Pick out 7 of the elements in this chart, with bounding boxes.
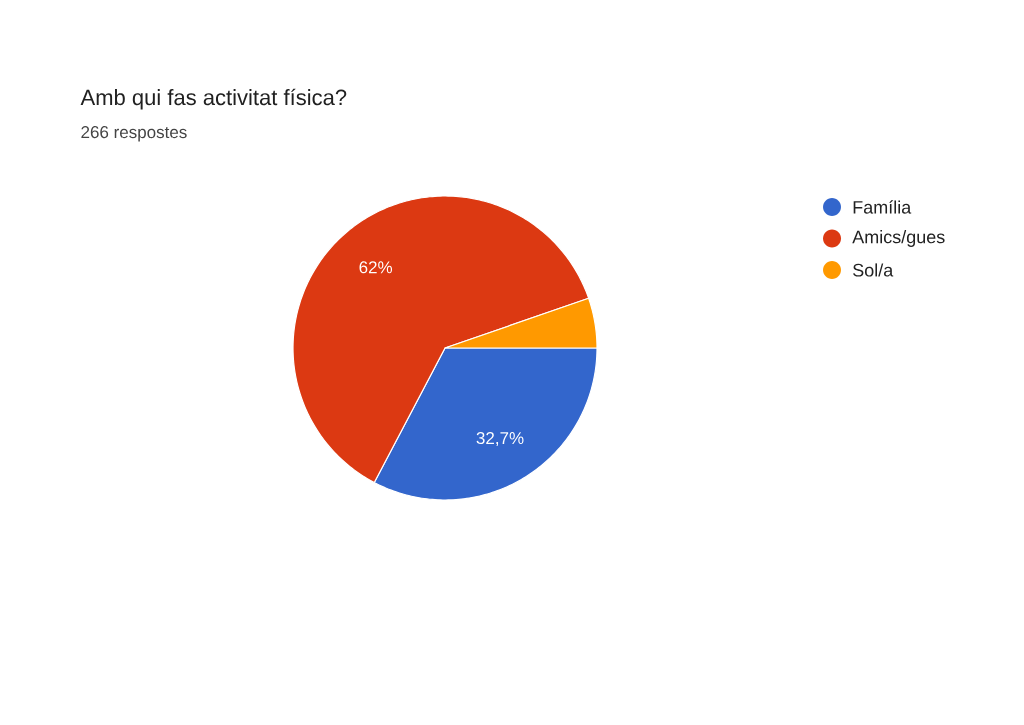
data-label: 62% [359,261,393,274]
data-label: 32,7% [476,432,524,447]
legend-label: Sol/a [853,263,894,277]
chart-title: Amb qui fas activitat física? [80,88,347,110]
text: 266 respostes [81,126,187,142]
legend-label: Amics/gues [852,230,945,247]
legend-label: Família [853,200,912,214]
